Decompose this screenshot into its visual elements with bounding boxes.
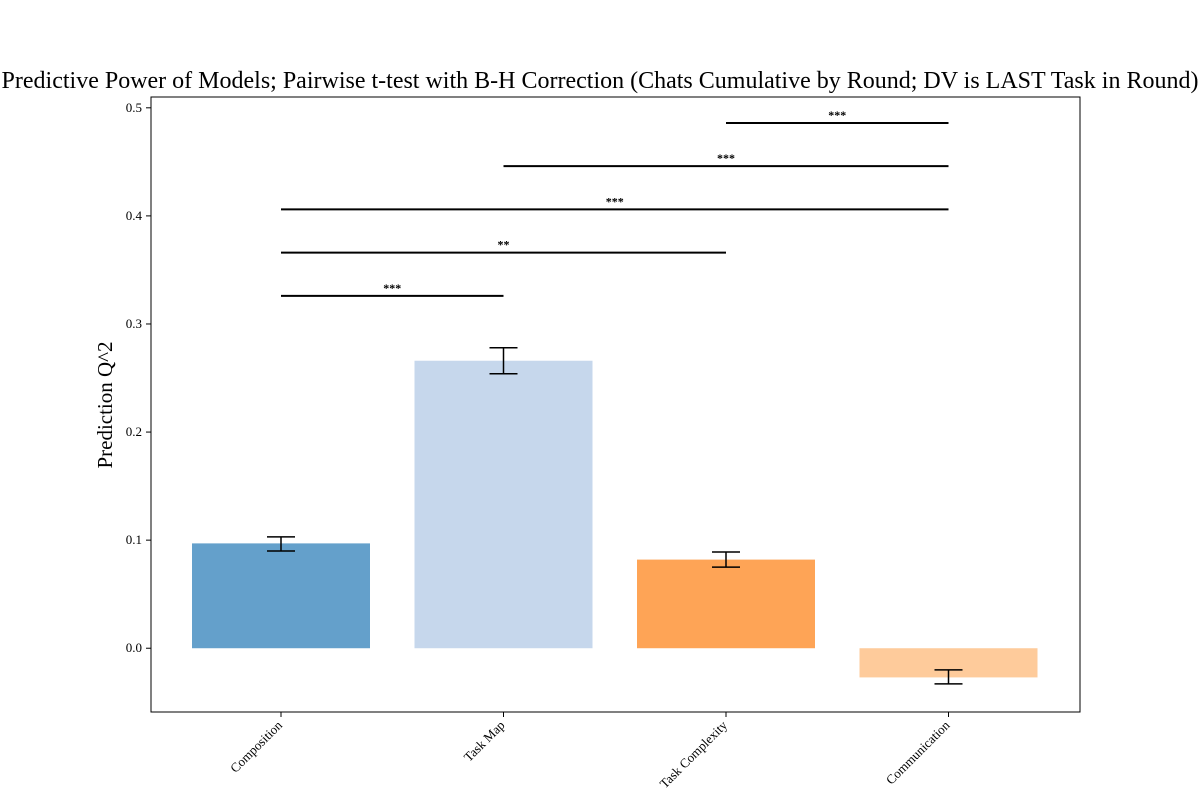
bar-1 [414,360,593,649]
y-tick-label-4: 0.4 [126,208,143,223]
x-tick-label-3: Communication [883,717,953,787]
chart-title: Predictive Power of Models; Pairwise t-t… [2,68,1199,94]
y-tick-label-2: 0.2 [126,424,142,439]
plot-frame [150,96,1081,713]
y-tick-label-1: 0.1 [126,532,142,547]
significance-label-2: *** [606,194,624,208]
x-tick-label-0: Composition [227,717,285,775]
bar-2 [637,559,815,649]
significance-label-0: *** [383,281,401,295]
y-tick-label-3: 0.3 [126,316,142,331]
y-tick-label-5: 0.5 [126,100,142,115]
significance-label-1: ** [498,238,510,252]
bar-0 [192,543,370,649]
x-tick-label-2: Task Complexity [657,717,731,791]
plot-area: **************0.00.10.20.30.40.5Composit… [126,96,1081,791]
significance-label-3: *** [717,151,735,165]
y-tick-label-0: 0.0 [126,640,142,655]
y-axis-label: Prediction Q^2 [93,341,117,468]
significance-label-4: *** [828,108,846,122]
x-tick-label-1: Task Map [461,718,508,765]
